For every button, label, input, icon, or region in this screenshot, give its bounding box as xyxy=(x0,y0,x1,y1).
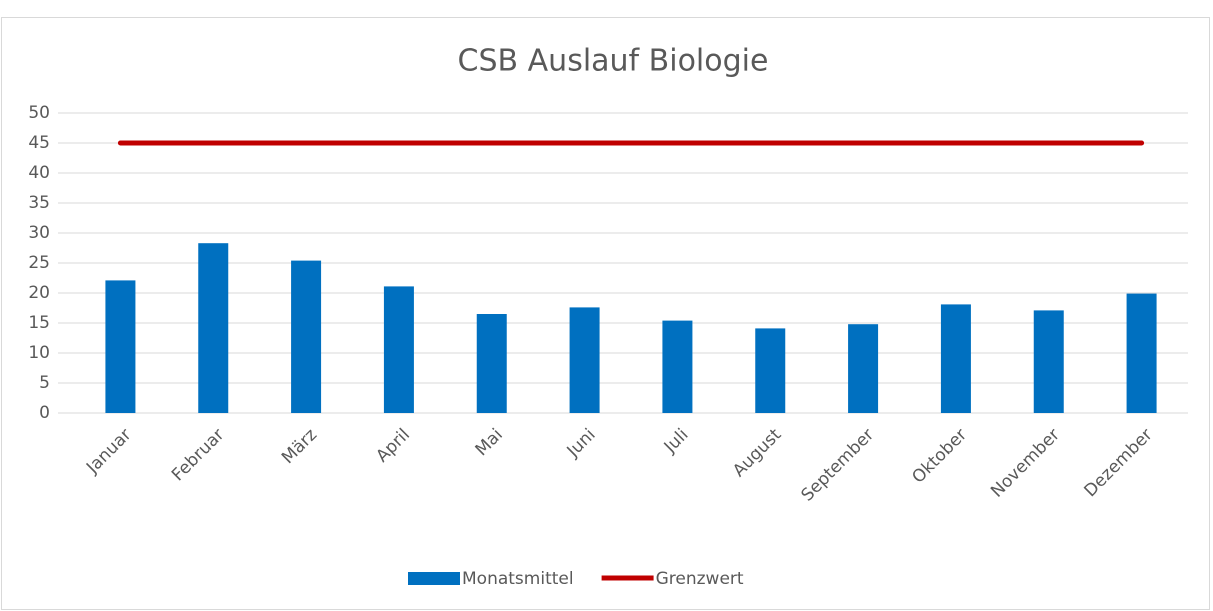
bar xyxy=(940,304,971,413)
bar xyxy=(383,286,414,413)
bar xyxy=(848,324,879,413)
y-tick-label: 10 xyxy=(28,343,50,363)
bar xyxy=(291,260,322,413)
legend-label: Grenzwert xyxy=(656,569,744,589)
bar xyxy=(1033,310,1064,413)
y-tick-label: 50 xyxy=(28,103,50,123)
y-tick-label: 35 xyxy=(28,193,50,213)
bar xyxy=(755,328,786,413)
bar xyxy=(105,280,136,413)
bar xyxy=(569,307,600,413)
bar xyxy=(1126,293,1157,413)
y-tick-label: 30 xyxy=(28,223,50,243)
y-tick-label: 45 xyxy=(28,133,50,153)
y-tick-label: 0 xyxy=(39,403,50,423)
bar xyxy=(476,314,507,413)
y-tick-label: 25 xyxy=(28,253,50,273)
y-tick-label: 20 xyxy=(28,283,50,303)
y-tick-label: 40 xyxy=(28,163,50,183)
legend-label: Monatsmittel xyxy=(462,569,574,589)
legend-swatch xyxy=(408,572,460,585)
chart-border xyxy=(1,17,1210,610)
bar xyxy=(662,320,693,413)
chart-title: CSB Auslauf Biologie xyxy=(458,44,769,79)
y-tick-label: 15 xyxy=(28,313,50,333)
y-tick-label: 5 xyxy=(39,373,50,393)
bar xyxy=(198,243,229,413)
